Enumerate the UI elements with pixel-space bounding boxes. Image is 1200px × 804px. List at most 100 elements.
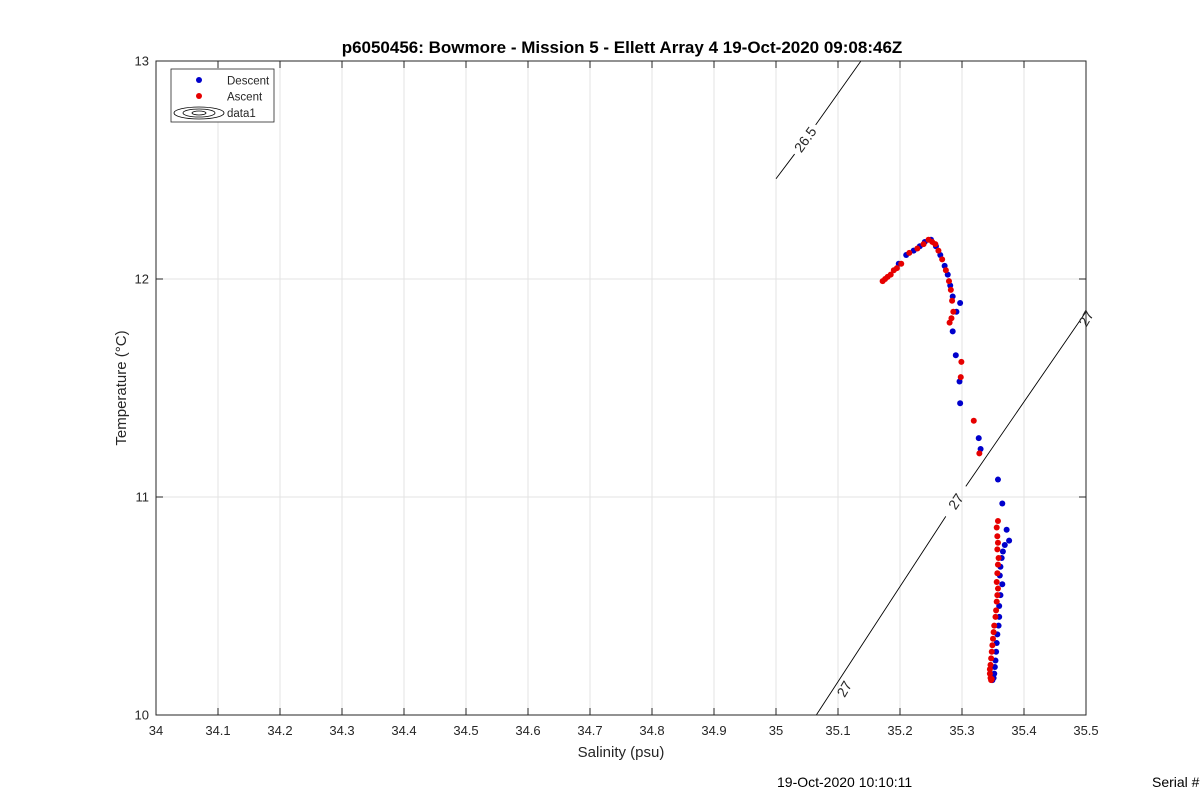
data-point-ascent xyxy=(994,517,1001,524)
data-point-ascent xyxy=(988,655,995,662)
data-point-ascent xyxy=(950,308,957,315)
legend-ascent-label: Ascent xyxy=(227,92,263,104)
x-tick-label: 34.4 xyxy=(391,723,416,738)
data-point-ascent xyxy=(945,278,952,285)
legend-box xyxy=(170,68,275,123)
data-point-ascent xyxy=(949,297,956,304)
data-point-ascent xyxy=(958,358,965,365)
data-point-descent xyxy=(1003,526,1010,533)
legend-data1-label: data1 xyxy=(227,108,256,120)
data-point-ascent xyxy=(994,533,1001,540)
data-point-descent xyxy=(1001,541,1008,548)
data-point-ascent xyxy=(993,579,1000,586)
legend-contour-icon xyxy=(173,106,225,120)
data-point-descent xyxy=(999,581,1006,588)
x-tick-label: 35.2 xyxy=(887,723,912,738)
data-point-ascent xyxy=(914,245,921,252)
legend: Descent Ascent data1 xyxy=(170,68,275,123)
data-point-ascent xyxy=(935,247,942,254)
data-point-ascent xyxy=(898,260,905,267)
contour-label: 27 xyxy=(833,678,855,700)
y-tick-label: 13 xyxy=(135,54,149,69)
data-point-ascent xyxy=(988,648,995,655)
data-point-descent xyxy=(999,500,1006,507)
contour-label: 26.5 xyxy=(791,124,820,156)
x-tick-label: 35.4 xyxy=(1011,723,1036,738)
data-point-ascent xyxy=(946,319,953,326)
data-point-ascent xyxy=(994,546,1001,553)
grid-lines xyxy=(156,61,1086,715)
x-tick-label: 34.3 xyxy=(329,723,354,738)
data-point-ascent xyxy=(994,539,1001,546)
x-tick-label: 34.2 xyxy=(267,723,292,738)
data-point-descent xyxy=(949,328,956,335)
data-points xyxy=(879,236,1013,684)
data-point-descent xyxy=(994,476,1001,483)
footer-serial: Serial # xyxy=(1152,774,1200,790)
y-tick-label: 12 xyxy=(135,272,149,287)
data-point-ascent xyxy=(993,524,1000,531)
data-point-descent xyxy=(996,603,1003,609)
axis-ticks: 34 34.1 34.2 34.3 34.4 34.5 34.6 34.7 34.8 34.9 35… xyxy=(135,54,1099,739)
data-point-ascent xyxy=(976,450,983,457)
contour-line xyxy=(775,60,862,179)
data-point-descent xyxy=(957,400,964,407)
data-point-descent xyxy=(957,299,964,306)
data-point-ascent xyxy=(993,598,1000,605)
x-tick-label: 34.1 xyxy=(205,723,230,738)
contour-line xyxy=(815,311,1087,716)
data-point-ascent xyxy=(906,249,913,256)
data-point-ascent xyxy=(991,622,998,629)
x-tick-label: 35 xyxy=(769,723,783,738)
x-tick-label: 35.3 xyxy=(949,723,974,738)
data-point-ascent xyxy=(887,271,894,278)
data-point-ascent xyxy=(994,561,1001,568)
data-point-ascent xyxy=(989,642,996,649)
x-tick-label: 34 xyxy=(149,723,163,738)
legend-descent-marker xyxy=(196,77,202,83)
data-point-ascent xyxy=(990,629,997,636)
x-tick-label: 34.9 xyxy=(701,723,726,738)
data-point-ascent xyxy=(932,241,939,248)
contour-label: 27 xyxy=(945,490,967,512)
data-point-ascent xyxy=(992,613,999,620)
data-point-descent xyxy=(995,622,1002,629)
data-point-descent xyxy=(952,352,959,359)
data-point-descent xyxy=(975,435,982,442)
x-tick-label: 34.7 xyxy=(577,723,602,738)
footer-timestamp: 19-Oct-2020 10:10:11 xyxy=(777,774,913,790)
data-point-ascent xyxy=(893,265,900,272)
data-point-ascent xyxy=(994,570,1001,577)
legend-descent-label: Descent xyxy=(227,76,270,88)
data-point-ascent xyxy=(942,267,949,274)
x-tick-label: 34.5 xyxy=(453,723,478,738)
x-tick-label: 35.1 xyxy=(825,723,850,738)
data-point-ascent xyxy=(920,241,927,248)
data-point-ascent xyxy=(939,256,946,263)
data-point-ascent xyxy=(970,417,977,424)
data-point-ascent xyxy=(986,666,993,673)
data-point-descent xyxy=(993,648,1000,655)
legend-ascent-marker xyxy=(196,93,202,99)
x-tick-label: 34.8 xyxy=(639,723,664,738)
x-tick-label: 34.6 xyxy=(515,723,540,738)
data-point-ascent xyxy=(994,585,1001,592)
data-point-ascent xyxy=(993,607,1000,614)
chart-title: p6050456: Bowmore - Mission 5 - Ellett A… xyxy=(342,38,903,57)
axes-box xyxy=(155,60,1087,716)
y-tick-label: 11 xyxy=(136,490,150,505)
data-point-ascent xyxy=(995,555,1002,562)
data-point-descent xyxy=(999,548,1006,555)
y-axis-label: Temperature (°C) xyxy=(113,330,130,445)
data-point-ascent xyxy=(947,286,954,293)
data-point-ascent xyxy=(994,592,1001,599)
data-point-ascent xyxy=(988,676,995,683)
x-tick-label: 35.5 xyxy=(1073,723,1098,738)
data-point-ascent xyxy=(957,374,964,381)
y-tick-label: 10 xyxy=(135,708,149,723)
data-point-descent xyxy=(1006,537,1013,544)
data-point-ascent xyxy=(990,635,996,642)
x-axis-label: Salinity (psu) xyxy=(578,744,665,761)
